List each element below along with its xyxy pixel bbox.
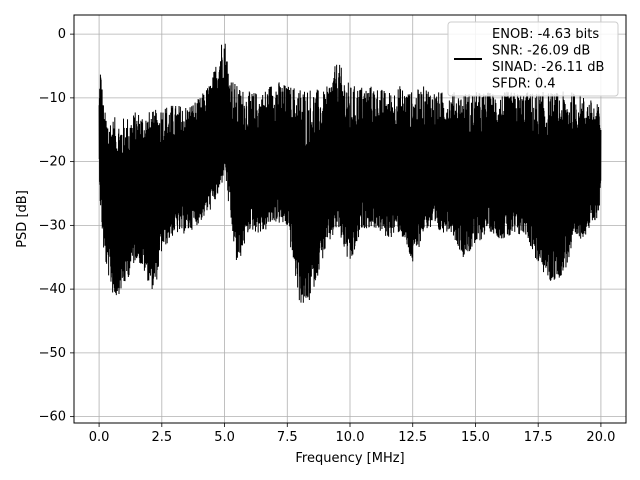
x-tick-label: 20.0 [586,430,615,445]
y-axis-ticks: 0 −10 −20 −30 −40 −50 −60 [39,27,74,425]
x-tick-label: 0.0 [89,430,110,445]
y-tick-label: −10 [39,91,66,106]
y-tick-label: −20 [39,155,66,170]
x-tick-label: 2.5 [151,430,172,445]
y-tick-label: −40 [39,282,66,297]
x-tick-label: 17.5 [524,430,553,445]
legend: ENOB: -4.63 bits SNR: -26.09 dB SINAD: -… [447,21,619,97]
legend-entry-sinad: SINAD: -26.11 dB [492,60,604,75]
x-tick-label: 12.5 [398,430,427,445]
y-axis-label: PSD [dB] [15,190,30,248]
y-tick-label: 0 [58,27,66,42]
x-axis-label: Frequency [MHz] [295,451,404,466]
x-tick-label: 10.0 [336,430,365,445]
x-tick-label: 15.0 [461,430,490,445]
legend-entry-sfdr: SFDR: 0.4 [492,77,556,92]
y-tick-label: −60 [39,410,66,425]
x-axis-ticks: 0.0 2.5 5.0 7.5 10.0 12.5 15.0 17.5 20.0 [89,423,615,445]
psd-series-line [98,43,602,303]
legend-entry-enob: ENOB: -4.63 bits [492,27,599,42]
y-tick-label: −30 [39,218,66,233]
x-tick-label: 7.5 [277,430,298,445]
legend-entry-snr: SNR: -26.09 dB [492,44,590,59]
legend-box [447,21,619,97]
x-tick-label: 5.0 [214,430,235,445]
y-tick-label: −50 [39,346,66,361]
plot-area [98,43,602,303]
